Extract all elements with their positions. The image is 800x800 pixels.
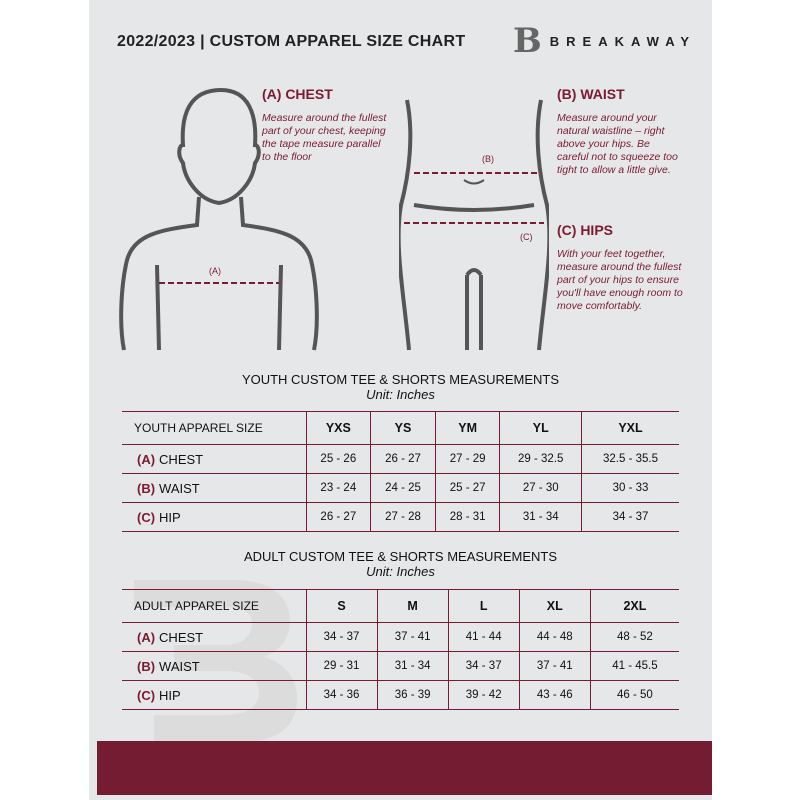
measurement-value: 26 - 27 xyxy=(370,444,436,474)
measurement-value: 25 - 27 xyxy=(434,473,500,503)
measurement-letter: (A) xyxy=(137,629,156,645)
table-header-row: ADULT APPAREL SIZE S M L XL 2XL xyxy=(122,589,679,623)
measurement-value: 27 - 30 xyxy=(499,473,582,503)
measurement-name: CHEST xyxy=(159,451,204,467)
table-row: (C) HIP 34 - 36 36 - 39 39 - 42 43 - 46 46 - 5… xyxy=(122,680,679,710)
measurement-value: 34 - 37 xyxy=(580,502,679,532)
adult-size-table: ADULT APPAREL SIZE S M L XL 2XL (A) CHEST 34 - 3… xyxy=(122,589,679,710)
measurement-value: 39 - 42 xyxy=(447,680,520,710)
table-row: (B) WAIST 23 - 24 24 - 25 25 - 27 27 - 30 30 -… xyxy=(122,473,679,503)
measurement-value: 34 - 37 xyxy=(305,622,378,652)
measurement-value: 34 - 36 xyxy=(305,680,378,710)
size-label: ADULT APPAREL SIZE xyxy=(122,589,306,623)
waist-instructions: Measure around your natural waistline – … xyxy=(557,112,678,176)
measurement-value: 27 - 29 xyxy=(434,444,500,474)
measurement-letter: (C) xyxy=(137,509,156,525)
measurement-letter: (B) xyxy=(137,658,156,674)
measurement-label: (A) CHEST xyxy=(122,444,306,474)
measurement-name: CHEST xyxy=(159,629,204,645)
adult-table-title: ADULT CUSTOM TEE & SHORTS MEASUREMENTS xyxy=(243,549,557,564)
size-header: YXS xyxy=(305,411,371,445)
measurement-value: 28 - 31 xyxy=(434,502,500,532)
table-row: (C) HIP 26 - 27 27 - 28 28 - 31 31 - 34 34 - 3… xyxy=(122,502,679,532)
measurement-label: (B) WAIST xyxy=(122,651,306,681)
size-header: L xyxy=(447,589,520,623)
adult-unit: Unit: Inches xyxy=(366,564,435,579)
measurement-value: 37 - 41 xyxy=(518,651,591,681)
measurement-value: 41 - 45.5 xyxy=(589,651,679,681)
measurement-letter: (C) xyxy=(137,687,156,703)
size-header: M xyxy=(376,589,449,623)
size-label: YOUTH APPAREL SIZE xyxy=(122,411,306,445)
measurement-value: 32.5 - 35.5 xyxy=(580,444,679,474)
measurement-value: 46 - 50 xyxy=(589,680,679,710)
measurement-value: 31 - 34 xyxy=(376,651,449,681)
youth-table-title: YOUTH CUSTOM TEE & SHORTS MEASUREMENTS xyxy=(241,372,560,387)
size-header: 2XL xyxy=(589,589,679,623)
measurement-label: (C) HIP xyxy=(122,502,306,532)
chest-heading: (A) CHEST xyxy=(262,86,333,102)
hips-instructions: With your feet together, measure around … xyxy=(557,248,683,312)
measurement-label: (C) HIP xyxy=(122,680,306,710)
adult-section-header: ADULT CUSTOM TEE & SHORTS MEASUREMENTS U… xyxy=(89,549,712,579)
measurement-value: 23 - 24 xyxy=(305,473,371,503)
measurement-name: WAIST xyxy=(159,658,200,674)
hips-marker: (C) xyxy=(520,232,533,242)
measurement-name: HIP xyxy=(159,687,181,703)
page-title: 2022/2023 | CUSTOM APPAREL SIZE CHART xyxy=(117,33,466,50)
youth-size-table: YOUTH APPAREL SIZE YXS YS YM YL YXL (A) CHEST 25… xyxy=(122,411,679,532)
logo-mark: B xyxy=(513,21,542,61)
hips-heading: (C) HIPS xyxy=(557,222,613,238)
measurement-letter: (B) xyxy=(137,480,156,496)
measurement-value: 31 - 34 xyxy=(499,502,582,532)
measurement-letter: (A) xyxy=(137,451,156,467)
size-header: YS xyxy=(370,411,436,445)
measurement-value: 41 - 44 xyxy=(447,622,520,652)
table-header-row: YOUTH APPAREL SIZE YXS YS YM YL YXL xyxy=(122,411,679,445)
chest-marker: (A) xyxy=(209,266,221,276)
measurement-value: 37 - 41 xyxy=(376,622,449,652)
waist-hips-figure-illustration xyxy=(399,99,549,351)
measurement-value: 27 - 28 xyxy=(370,502,436,532)
size-header: S xyxy=(305,589,378,623)
chest-instructions: Measure around the fullest part of your … xyxy=(262,112,387,163)
brand-logo: B BREAKAWAY xyxy=(513,24,696,58)
measurement-value: 26 - 27 xyxy=(305,502,371,532)
measurement-value: 48 - 52 xyxy=(589,622,679,652)
footer-band xyxy=(97,741,712,795)
size-header: YM xyxy=(434,411,500,445)
measurement-value: 29 - 31 xyxy=(305,651,378,681)
measurement-value: 30 - 33 xyxy=(580,473,679,503)
youth-unit: Unit: Inches xyxy=(366,387,435,402)
measurement-name: HIP xyxy=(159,509,181,525)
measurement-value: 29 - 32.5 xyxy=(499,444,582,474)
table-row: (A) CHEST 25 - 26 26 - 27 27 - 29 29 - 32.5 32… xyxy=(122,444,679,474)
table-row: (B) WAIST 29 - 31 31 - 34 34 - 37 37 - 41 41 -… xyxy=(122,651,679,681)
measurement-label: (A) CHEST xyxy=(122,622,306,652)
measurement-value: 25 - 26 xyxy=(305,444,371,474)
measurement-value: 24 - 25 xyxy=(370,473,436,503)
measurement-value: 36 - 39 xyxy=(376,680,449,710)
size-chart-page: 2022/2023 | CUSTOM APPAREL SIZE CHART B … xyxy=(89,0,712,800)
waist-heading: (B) WAIST xyxy=(557,86,625,102)
waist-marker: (B) xyxy=(482,154,494,164)
measurement-value: 34 - 37 xyxy=(447,651,520,681)
size-header: XL xyxy=(518,589,591,623)
measurement-value: 43 - 46 xyxy=(518,680,591,710)
measurement-value: 44 - 48 xyxy=(518,622,591,652)
table-row: (A) CHEST 34 - 37 37 - 41 41 - 44 44 - 48 48 -… xyxy=(122,622,679,652)
measurement-label: (B) WAIST xyxy=(122,473,306,503)
chest-figure-illustration xyxy=(119,87,319,351)
measurement-name: WAIST xyxy=(159,480,200,496)
brand-name: BREAKAWAY xyxy=(549,33,697,49)
size-header: YXL xyxy=(580,411,679,445)
youth-section-header: YOUTH CUSTOM TEE & SHORTS MEASUREMENTS U… xyxy=(89,372,712,402)
size-header: YL xyxy=(499,411,582,445)
